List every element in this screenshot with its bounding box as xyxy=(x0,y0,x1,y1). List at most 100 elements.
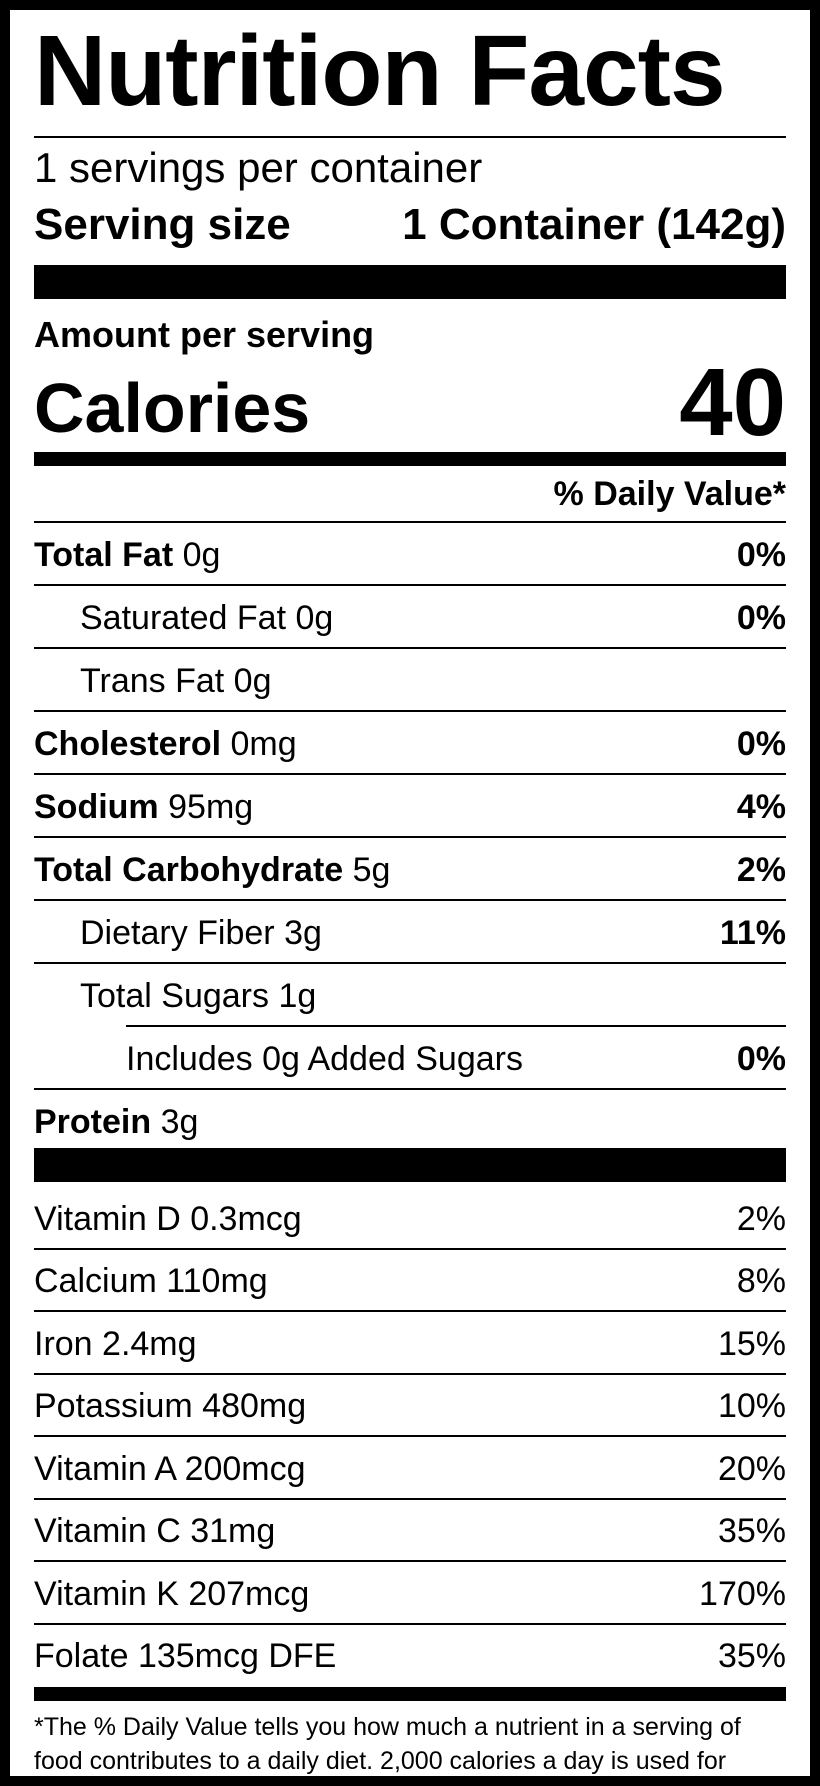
vitamin-daily-value: 10% xyxy=(717,1387,786,1425)
nutrient-row: Includes 0g Added Sugars 0% xyxy=(126,1027,786,1091)
footnote: *The % Daily Value tells you how much a … xyxy=(34,1713,741,1775)
nutrient-row: Total Carbohydrate 5g 2% xyxy=(34,838,786,902)
divider xyxy=(34,710,786,712)
vitamin-label: Vitamin C 31mg xyxy=(34,1512,276,1550)
vitamin-label: Vitamin K 207mcg xyxy=(34,1574,310,1613)
nutrient-amount: 3g xyxy=(284,913,322,952)
nutrient-daily-value: 2% xyxy=(736,850,786,889)
nutrient-name: Cholesterol xyxy=(34,724,222,763)
divider xyxy=(34,899,786,901)
nutrient-name: Saturated Fat xyxy=(80,598,287,637)
nutrient-label: Sodium 95mg xyxy=(34,788,253,827)
nutrient-name: Protein xyxy=(34,1102,152,1141)
nutrient-label: Saturated Fat 0g xyxy=(80,599,333,638)
divider xyxy=(34,962,786,964)
nutrient-amount: 5g xyxy=(352,850,391,889)
daily-value-header: % Daily Value* xyxy=(553,475,786,513)
nutrient-row: Total Sugars 1g xyxy=(80,964,786,1028)
vitamin-row: Vitamin K 207mcg 170% xyxy=(34,1562,786,1626)
thick-divider xyxy=(34,1148,786,1182)
nutrient-label: Dietary Fiber 3g xyxy=(80,914,322,953)
vitamin-label: Iron 2.4mg xyxy=(34,1324,197,1363)
nutrient-row: Saturated Fat 0g 0% xyxy=(80,586,786,650)
divider xyxy=(34,1435,786,1437)
nutrient-amount: 3g xyxy=(160,1102,199,1141)
vitamin-row: Folate 135mcg DFE 35% xyxy=(34,1625,786,1689)
vitamin-label: Vitamin D 0.3mcg xyxy=(34,1199,302,1238)
nutrient-amount: 0g xyxy=(233,661,272,700)
medium-divider xyxy=(34,452,786,466)
calories-value: 40 xyxy=(679,349,786,456)
vitamin-daily-value: 170% xyxy=(699,1574,786,1613)
vitamin-daily-value: 35% xyxy=(717,1637,786,1675)
vitamin-daily-value: 15% xyxy=(717,1324,786,1363)
nutrient-row: Trans Fat 0g xyxy=(80,649,786,713)
amount-per-serving: Amount per serving xyxy=(34,314,375,355)
serving-size-value: 1 Container (142g) xyxy=(402,200,786,249)
vitamin-label: Vitamin A 200mcg xyxy=(34,1449,306,1488)
divider xyxy=(34,521,786,523)
vitamin-row: Vitamin A 200mcg 20% xyxy=(34,1437,786,1501)
nutrient-name: Total Fat xyxy=(34,535,174,574)
divider xyxy=(34,1623,786,1625)
divider xyxy=(34,1560,786,1562)
vitamin-daily-value: 35% xyxy=(717,1512,786,1550)
vitamin-row: Vitamin C 31mg 35% xyxy=(34,1500,786,1564)
divider xyxy=(34,1310,786,1312)
nutrient-daily-value: 11% xyxy=(719,913,786,952)
vitamin-row: Calcium 110mg 8% xyxy=(34,1250,786,1314)
thick-divider xyxy=(34,265,786,299)
nutrient-name: Total Carbohydrate xyxy=(34,850,344,889)
label-title: Nutrition Facts xyxy=(34,15,726,127)
calories-label: Calories xyxy=(34,369,311,447)
nutrient-name: Sodium xyxy=(34,787,159,826)
nutrient-row: Dietary Fiber 3g 11% xyxy=(80,901,786,965)
nutrient-amount: 95mg xyxy=(168,787,254,826)
divider xyxy=(34,1373,786,1375)
nutrient-name: Total Sugars xyxy=(80,976,269,1015)
nutrient-label: Cholesterol 0mg xyxy=(34,725,297,764)
vitamin-row: Vitamin D 0.3mcg 2% xyxy=(34,1187,786,1251)
vitamin-label: Folate 135mcg DFE xyxy=(34,1637,337,1675)
nutrient-amount: 0mg xyxy=(230,724,297,763)
nutrient-row: Protein 3g xyxy=(34,1090,786,1154)
vitamin-label: Calcium 110mg xyxy=(34,1262,268,1300)
nutrient-row: Total Fat 0g 0% xyxy=(34,523,786,587)
divider xyxy=(34,1088,786,1090)
nutrient-daily-value: 0% xyxy=(736,598,786,637)
nutrient-amount: 1g xyxy=(278,976,317,1015)
nutrient-name: Dietary Fiber xyxy=(80,913,275,952)
vitamin-label: Potassium 480mg xyxy=(34,1387,307,1425)
nutrient-name: Includes 0g Added Sugars xyxy=(126,1039,523,1078)
nutrient-row: Cholesterol 0mg 0% xyxy=(34,712,786,776)
nutrient-daily-value: 4% xyxy=(736,787,786,826)
divider xyxy=(34,584,786,586)
nutrient-amount: 0g xyxy=(295,598,334,637)
servings-per-container: 1 servings per container xyxy=(34,144,483,191)
medium-divider xyxy=(34,1687,786,1701)
divider xyxy=(34,647,786,649)
serving-size-label: Serving size xyxy=(34,200,291,249)
nutrient-daily-value: 0% xyxy=(736,535,786,574)
nutrient-daily-value: 0% xyxy=(736,1039,786,1078)
nutrient-name: Trans Fat xyxy=(80,661,225,700)
nutrient-label: Total Sugars 1g xyxy=(80,977,316,1016)
divider xyxy=(34,1248,786,1250)
divider xyxy=(34,773,786,775)
divider xyxy=(126,1025,786,1027)
divider xyxy=(34,1498,786,1500)
vitamin-row: Potassium 480mg 10% xyxy=(34,1375,786,1439)
divider xyxy=(34,836,786,838)
nutrient-label: Trans Fat 0g xyxy=(80,662,272,701)
nutrient-label: Total Fat 0g xyxy=(34,536,220,575)
vitamin-daily-value: 20% xyxy=(717,1449,786,1488)
nutrient-label: Total Carbohydrate 5g xyxy=(34,851,390,890)
divider xyxy=(34,136,786,138)
nutrient-label: Protein 3g xyxy=(34,1103,198,1142)
vitamin-daily-value: 8% xyxy=(736,1262,786,1300)
nutrient-amount: 0g xyxy=(182,535,221,574)
serving-size-row: Serving size 1 Container (142g) xyxy=(34,200,786,250)
vitamin-row: Iron 2.4mg 15% xyxy=(34,1312,786,1376)
nutrient-row: Sodium 95mg 4% xyxy=(34,775,786,839)
